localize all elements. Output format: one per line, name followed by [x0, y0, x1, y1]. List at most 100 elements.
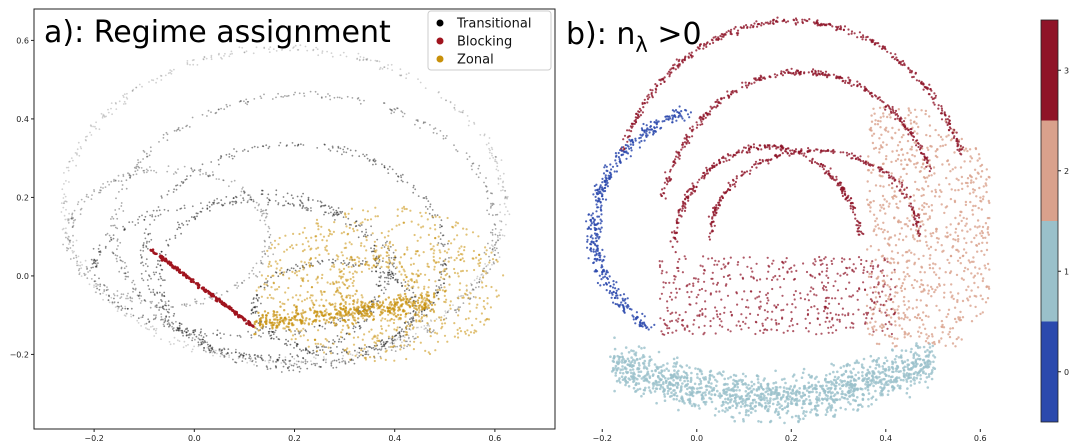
point-blocking: [178, 268, 181, 272]
point-transitional: [269, 233, 272, 236]
point-zonal: [319, 343, 322, 346]
point-zonal: [316, 349, 319, 353]
point-zonal: [490, 285, 493, 289]
point-transitional: [113, 301, 116, 303]
point-level-1: [669, 376, 673, 380]
point-transitional: [65, 232, 68, 235]
point-zonal: [433, 265, 436, 268]
panel-a-title: a): Regime assignment: [44, 15, 391, 50]
point-transitional: [260, 302, 262, 305]
point-transitional: [452, 304, 454, 306]
point-zonal: [417, 311, 420, 314]
point-transitional: [166, 310, 169, 313]
point-transitional: [486, 209, 488, 212]
point-zonal: [361, 301, 364, 304]
point-transitional: [274, 365, 277, 367]
point-transitional: [140, 325, 143, 327]
point-zonal: [425, 315, 428, 318]
point-transitional: [147, 169, 149, 172]
point-transitional: [173, 188, 176, 191]
point-transitional: [76, 262, 78, 264]
point-transitional: [202, 349, 205, 352]
point-transitional: [165, 131, 168, 134]
point-transitional: [129, 176, 132, 179]
point-transitional: [232, 197, 235, 199]
point-transitional: [188, 336, 190, 339]
point-transitional: [344, 362, 347, 365]
point-transitional: [277, 338, 280, 340]
point-transitional: [120, 202, 123, 204]
point-transitional: [259, 210, 262, 213]
point-transitional: [432, 329, 435, 331]
point-transitional: [494, 214, 497, 216]
point-level-1: [738, 411, 741, 415]
point-transitional: [414, 337, 417, 340]
point-transitional: [134, 224, 137, 226]
point-transitional: [259, 356, 262, 359]
point-transitional: [186, 63, 189, 66]
point-transitional: [134, 288, 137, 291]
point-transitional: [85, 139, 87, 142]
point-level-1: [666, 392, 670, 395]
point-transitional: [488, 151, 491, 154]
point-transitional: [158, 272, 161, 275]
point-level-1: [693, 382, 697, 386]
point-zonal: [489, 306, 492, 309]
point-zonal: [352, 230, 355, 233]
point-zonal: [429, 309, 432, 313]
point-zonal: [438, 270, 441, 274]
point-transitional: [138, 291, 141, 294]
point-blocking: [189, 277, 192, 281]
point-transitional: [170, 70, 173, 72]
point-transitional: [182, 334, 185, 337]
point-zonal: [393, 307, 396, 311]
point-transitional: [491, 154, 493, 157]
point-zonal: [431, 215, 434, 218]
point-transitional: [80, 198, 83, 201]
point-transitional: [274, 329, 277, 332]
point-transitional: [139, 249, 142, 252]
panel-a-y-ticks: −0.20.00.20.40.6: [10, 36, 34, 359]
point-transitional: [339, 320, 342, 323]
point-level-1: [620, 361, 624, 364]
point-transitional: [339, 54, 342, 56]
point-zonal: [483, 307, 486, 310]
point-transitional: [155, 316, 157, 319]
point-zonal: [438, 216, 441, 219]
point-transitional: [186, 331, 188, 334]
point-transitional: [440, 284, 442, 286]
point-zonal: [374, 345, 377, 348]
point-transitional: [341, 351, 343, 354]
point-level-1: [798, 387, 801, 390]
point-transitional: [497, 236, 499, 239]
point-level-1: [831, 398, 835, 402]
point-transitional: [292, 364, 295, 367]
point-transitional: [143, 219, 146, 221]
point-transitional: [316, 147, 319, 149]
point-transitional: [362, 58, 365, 61]
point-transitional: [102, 183, 104, 185]
point-zonal: [419, 236, 422, 239]
point-transitional: [93, 280, 96, 283]
point-zonal: [379, 357, 383, 360]
point-transitional: [218, 349, 221, 352]
point-transitional: [299, 199, 301, 202]
point-zonal: [404, 302, 408, 305]
point-transitional: [241, 46, 244, 49]
point-transitional: [483, 133, 486, 136]
point-zonal: [384, 317, 387, 321]
point-level-1: [642, 379, 646, 383]
point-transitional: [123, 100, 126, 103]
point-transitional: [145, 322, 148, 325]
point-zonal: [364, 358, 367, 361]
point-zonal: [453, 267, 456, 271]
point-transitional: [153, 327, 156, 330]
point-transitional: [155, 266, 158, 269]
point-transitional: [217, 159, 220, 161]
point-zonal: [274, 260, 277, 263]
point-transitional: [489, 268, 492, 271]
point-transitional: [358, 59, 361, 62]
point-transitional: [68, 243, 70, 246]
point-transitional: [382, 341, 385, 344]
